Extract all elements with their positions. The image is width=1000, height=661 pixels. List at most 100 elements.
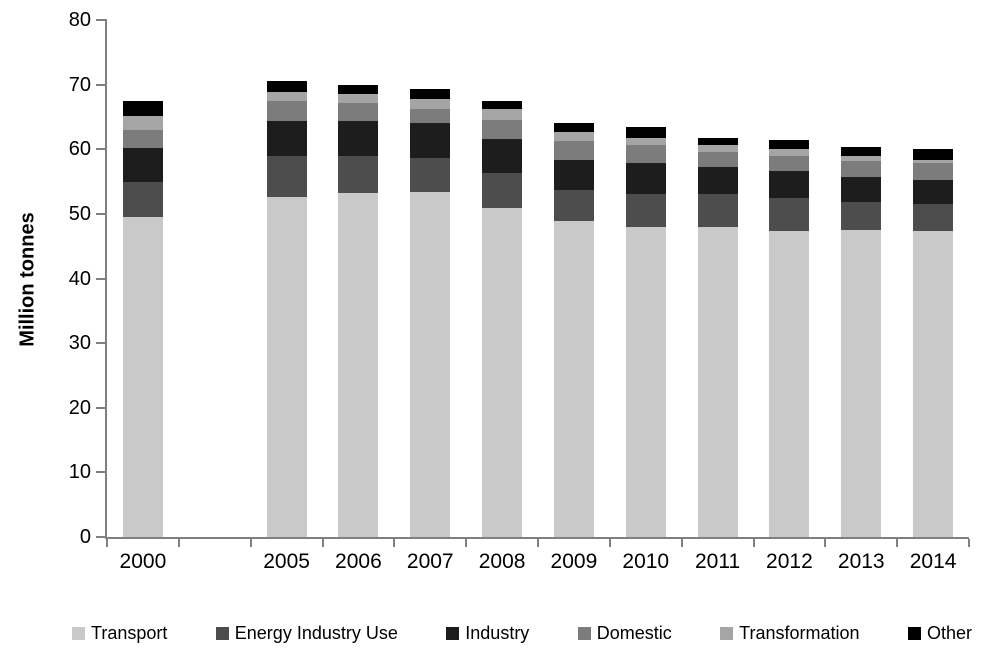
x-tick-mark	[608, 539, 611, 547]
x-tick-mark	[177, 539, 180, 547]
legend-swatch-icon	[446, 626, 460, 640]
bar-segment-transport	[769, 230, 810, 537]
bar-segment-other	[482, 100, 523, 110]
bar-segment-other	[553, 123, 594, 133]
x-category-label: 2012	[766, 550, 813, 573]
y-tick-label: 50	[68, 202, 91, 225]
y-tick-mark	[96, 471, 105, 474]
bar-segment-transport	[410, 191, 451, 537]
bar-segment-transformation	[410, 99, 451, 109]
bar-segment-other	[410, 88, 451, 100]
legend-item-transformation: Transformation	[720, 622, 860, 644]
bar-segment-industry	[625, 162, 666, 195]
bar-segment-industry	[913, 179, 954, 204]
bar-segment-transport	[266, 197, 307, 537]
bar-segment-other	[697, 137, 738, 146]
bar-segment-energy-industry-use	[410, 157, 451, 192]
y-tick-label: 0	[79, 526, 91, 548]
bar-segment-domestic	[482, 120, 523, 139]
bar-segment-energy-industry-use	[482, 173, 523, 209]
legend-label: Transformation	[739, 622, 860, 643]
y-tick-mark	[96, 83, 105, 86]
bar-segment-energy-industry-use	[553, 189, 594, 221]
y-tick-mark	[96, 212, 105, 215]
legend-label: Domestic	[596, 622, 672, 643]
bar-segment-energy-industry-use	[122, 181, 163, 218]
bar-segment-energy-industry-use	[769, 197, 810, 231]
x-category-label: 2010	[622, 550, 670, 573]
y-tick-mark	[96, 148, 105, 151]
bar-segment-transport	[122, 217, 163, 537]
x-tick-mark	[680, 539, 683, 547]
bar-segment-domestic	[697, 152, 738, 168]
x-tick-mark	[465, 539, 468, 547]
x-category-label: 2006	[335, 550, 382, 573]
legend-item-industry: Industry	[446, 623, 529, 644]
legend-label: Energy Industry Use	[234, 622, 398, 643]
bar-segment-energy-industry-use	[913, 203, 954, 231]
bar-segment-transport	[913, 230, 954, 537]
y-tick-label: 20	[68, 396, 91, 419]
bar-segment-domestic	[122, 129, 163, 148]
y-tick-label: 40	[68, 267, 91, 290]
bar-segment-other	[841, 146, 882, 157]
x-tick-mark	[968, 539, 970, 547]
bar-segment-industry	[122, 147, 163, 182]
bar-segment-energy-industry-use	[266, 155, 307, 198]
y-tick-mark	[96, 406, 105, 409]
x-category-label: 2005	[263, 550, 310, 573]
x-category-label: 2013	[837, 550, 885, 573]
legend-label: Industry	[465, 622, 530, 643]
x-category-label: 2000	[119, 550, 167, 573]
bar-segment-other	[625, 127, 666, 138]
bar-segment-industry	[841, 177, 882, 203]
y-tick-mark	[96, 536, 105, 538]
bar-segment-energy-industry-use	[625, 194, 666, 227]
legend-label: Transport	[91, 622, 168, 643]
x-category-label: 2011	[694, 550, 741, 573]
bar-segment-industry	[553, 160, 594, 190]
bar-segment-transport	[482, 208, 523, 537]
bar-segment-industry	[410, 122, 451, 158]
y-tick-label: 70	[68, 73, 91, 96]
legend-item-other: Other	[907, 623, 972, 644]
bar-segment-transport	[338, 193, 379, 537]
bar-segment-energy-industry-use	[338, 155, 379, 194]
x-category-label: 2014	[909, 550, 957, 573]
bar-segment-domestic	[553, 140, 594, 161]
legend-swatch-icon	[577, 626, 591, 640]
bar-segment-domestic	[769, 156, 810, 172]
bar-segment-industry	[769, 171, 810, 198]
bar-segment-energy-industry-use	[841, 202, 882, 231]
x-category-label: 2008	[478, 550, 526, 573]
x-tick-mark	[106, 539, 108, 547]
bar-segment-domestic	[913, 163, 954, 180]
bar-segment-other	[266, 80, 307, 92]
y-tick-label: 10	[68, 461, 91, 484]
bar-segment-transport	[553, 220, 594, 537]
y-tick-label: 80	[68, 9, 91, 31]
bar-segment-energy-industry-use	[697, 194, 738, 228]
bar-segment-transport	[697, 227, 738, 537]
bar-segment-transformation	[338, 93, 379, 104]
bar-segment-domestic	[410, 108, 451, 123]
bar-segment-domestic	[266, 101, 307, 121]
x-category-label: 2007	[406, 550, 454, 573]
y-axis-line	[105, 19, 107, 539]
bar-segment-domestic	[625, 144, 666, 163]
legend: Transport Energy Industry Use Industry Dome…	[72, 618, 972, 648]
x-tick-mark	[896, 539, 899, 547]
x-category-label: 2009	[550, 550, 598, 573]
legend-swatch-icon	[720, 626, 734, 640]
bar-segment-transformation	[913, 159, 954, 164]
legend-item-domestic: Domestic	[577, 622, 672, 644]
legend-item-energy-industry-use: Energy Industry Use	[215, 622, 398, 644]
bar-segment-transformation	[122, 116, 163, 130]
bar-segment-transformation	[482, 109, 523, 121]
bar-segment-industry	[338, 120, 379, 156]
bar-segment-other	[338, 85, 379, 94]
legend-swatch-icon	[215, 626, 229, 640]
bar-segment-transport	[841, 230, 882, 537]
bar-segment-other	[122, 101, 163, 117]
